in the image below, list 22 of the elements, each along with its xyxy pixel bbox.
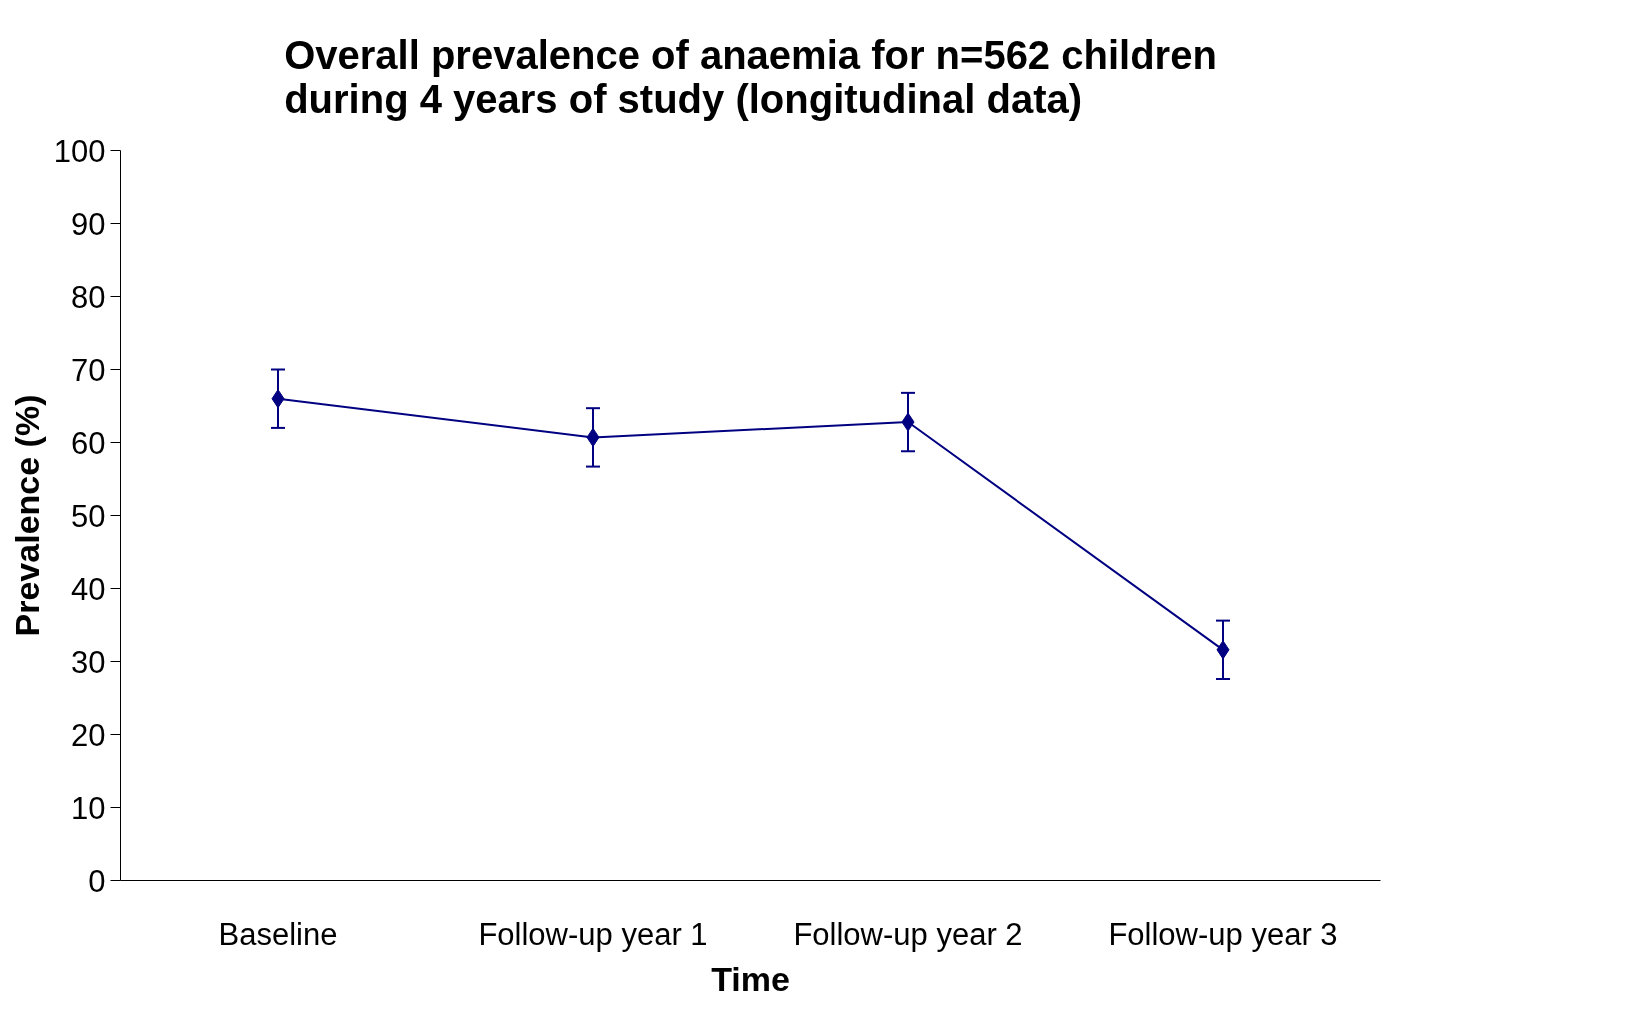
y-tick-label: 20 bbox=[71, 717, 106, 753]
x-tick-label: Follow-up year 2 bbox=[793, 916, 1023, 952]
point bbox=[901, 412, 915, 432]
y-tick-label: 50 bbox=[71, 498, 106, 534]
y-tick-label: 60 bbox=[71, 425, 106, 461]
point bbox=[586, 427, 600, 447]
y-tick-label: 100 bbox=[53, 133, 106, 169]
y-axis-title: Prevalence (%) bbox=[7, 394, 46, 637]
y-tick-label: 90 bbox=[71, 206, 106, 242]
x-tick-label: Follow-up year 3 bbox=[1108, 916, 1338, 952]
y-tick-label: 80 bbox=[71, 279, 106, 315]
y-tick-label: 70 bbox=[71, 352, 106, 388]
chart-title: Overall prevalence of anaemia for n=562 children during 4 years of study (longitudinal data) bbox=[284, 32, 1217, 121]
point bbox=[1216, 640, 1230, 660]
y-tick-label: 10 bbox=[71, 790, 106, 826]
y-tick-label: 40 bbox=[71, 571, 106, 607]
y-tick-label: 0 bbox=[88, 863, 106, 899]
y-tick-label: 30 bbox=[71, 644, 106, 680]
point bbox=[271, 389, 285, 409]
x-tick-label: Follow-up year 1 bbox=[478, 916, 708, 952]
x-tick-label: Baseline bbox=[218, 916, 338, 952]
x-axis-title: Time bbox=[711, 959, 790, 998]
